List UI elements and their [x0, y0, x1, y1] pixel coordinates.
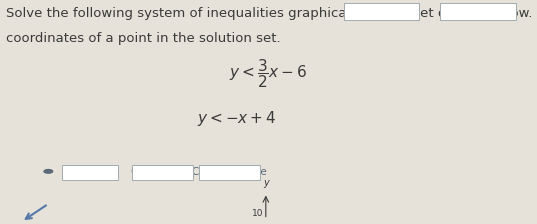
Text: v: v — [110, 168, 115, 177]
FancyBboxPatch shape — [62, 165, 118, 180]
Text: $y < -x + 4$: $y < -x + 4$ — [197, 109, 276, 128]
Circle shape — [44, 170, 53, 173]
FancyBboxPatch shape — [440, 3, 516, 20]
Text: Line 2: Line 2 — [75, 168, 107, 177]
FancyBboxPatch shape — [199, 165, 260, 180]
Text: coordinates of a point in the solution set.: coordinates of a point in the solution s… — [6, 32, 281, 45]
FancyBboxPatch shape — [344, 3, 419, 20]
Text: Change line: Change line — [132, 168, 193, 177]
Text: 10: 10 — [252, 209, 263, 218]
Text: $y < \dfrac{3}{2}x - 6$: $y < \dfrac{3}{2}x - 6$ — [229, 58, 308, 90]
Text: Solve the following system of inequalities graphically on the set of axes below.: Solve the following system of inequaliti… — [6, 7, 537, 20]
Text: y: y — [263, 178, 268, 188]
Text: Change shade: Change shade — [192, 168, 267, 177]
FancyBboxPatch shape — [132, 165, 193, 180]
